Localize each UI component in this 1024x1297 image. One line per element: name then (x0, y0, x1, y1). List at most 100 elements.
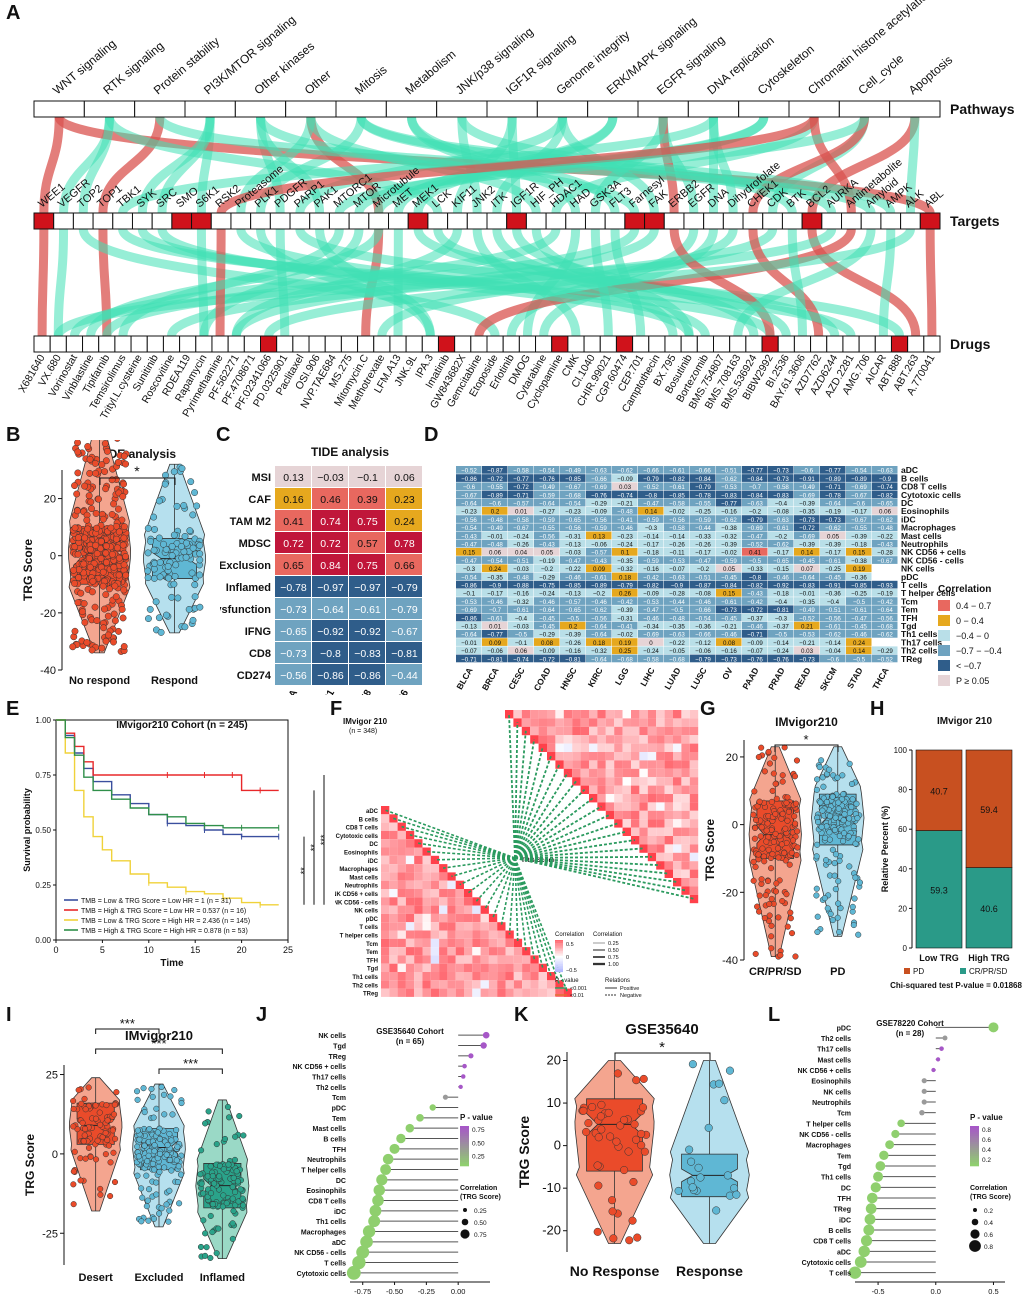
legend-gradient (460, 1158, 469, 1161)
drug-node (324, 335, 342, 353)
y-axis-label: Survival probability (22, 788, 32, 872)
heat-cell (560, 564, 586, 573)
heat-cell (430, 880, 440, 889)
data-point (120, 586, 128, 594)
heat-cell (673, 785, 682, 794)
heat-cell (820, 638, 846, 646)
drug-node (292, 335, 310, 353)
heat-cell (631, 827, 640, 836)
data-point (85, 554, 93, 562)
target-node (880, 212, 902, 230)
legend-gradient (970, 1128, 979, 1131)
lollipop-dot (458, 1084, 463, 1089)
heat-cell (455, 905, 464, 914)
data-point (616, 1121, 625, 1130)
heat-cell (530, 963, 539, 972)
heat-cell (482, 646, 508, 655)
legend-tick: Positive (620, 986, 639, 992)
target-node (466, 212, 488, 230)
heat-value: −0.62 (721, 476, 737, 483)
legend-gradient (460, 1148, 469, 1151)
heat-cell (455, 955, 464, 964)
heat-cell (381, 980, 390, 989)
data-point (175, 1163, 182, 1170)
heat-cell (497, 947, 506, 956)
heat-cell (690, 490, 716, 499)
category-label: aDC (837, 1249, 851, 1256)
data-point (207, 1163, 214, 1170)
heat-cell (820, 498, 846, 507)
heat-cell (447, 922, 456, 931)
heat-cell (447, 905, 456, 914)
category-label: Tgd (333, 1044, 346, 1051)
heat-value: −0.05 (669, 648, 685, 655)
heat-cell (397, 830, 406, 840)
lollipop-dot (870, 1182, 881, 1193)
heat-cell (472, 955, 481, 964)
row-label-left: NK cells (354, 909, 378, 915)
heat-cell (631, 735, 640, 744)
heat-cell (513, 710, 522, 719)
sig-label: *** (151, 1036, 166, 1051)
heat-value: −0.86 (461, 583, 477, 590)
heat-cell (275, 642, 311, 663)
heat-cell (872, 605, 898, 614)
heat-cell (430, 864, 440, 873)
data-point (633, 1233, 642, 1242)
data-point (156, 573, 164, 581)
data-point (754, 903, 761, 910)
data-point (723, 1171, 732, 1180)
data-point (168, 542, 176, 550)
heat-value: −0.85 (669, 492, 685, 499)
legend-gradient (970, 1130, 979, 1133)
heat-cell (664, 613, 690, 622)
heat-cell (464, 913, 473, 923)
heat-cell (690, 482, 716, 491)
legend-title: Correlation (460, 1185, 497, 1192)
chart-title: GSE78220 Cohort (876, 1019, 944, 1028)
heat-cell (456, 597, 482, 605)
heat-value: −0.56 (461, 517, 477, 524)
sankey-link-upper (748, 116, 869, 214)
heat-cell (664, 482, 690, 491)
heat-value: 0.24 (489, 566, 502, 573)
heat-cell (389, 922, 398, 931)
heat-cell (612, 515, 638, 523)
target-node (663, 212, 685, 230)
data-point (777, 952, 784, 959)
col-label: BLCA (454, 666, 474, 691)
heat-cell (794, 597, 820, 605)
heat-cell (631, 819, 640, 828)
heat-cell (580, 752, 589, 761)
heat-cell (472, 988, 481, 997)
heat-cell (275, 598, 311, 619)
data-point (229, 1220, 236, 1227)
heat-value: −0.46 (721, 632, 737, 639)
row-label-left: Tgd (367, 967, 378, 973)
heat-cell (597, 777, 606, 786)
heat-value: −0.36 (825, 591, 841, 598)
target-node (919, 212, 941, 230)
heat-value: 0.84 (320, 560, 341, 572)
pathway-label: PI3K/MTOR signaling (201, 13, 298, 98)
data-point (609, 1234, 618, 1243)
heat-value: −0.03 (565, 550, 581, 557)
data-point (101, 440, 109, 448)
heat-cell (689, 718, 699, 727)
data-point (593, 1161, 602, 1170)
data-point (688, 1183, 697, 1192)
heat-cell (381, 905, 390, 914)
heat-value: −0.79 (391, 582, 418, 594)
data-point (101, 605, 108, 613)
heat-cell (597, 760, 606, 769)
heat-cell (522, 963, 531, 972)
data-point (752, 950, 759, 957)
heat-cell (586, 646, 612, 655)
heat-cell (439, 963, 448, 972)
relation-line (514, 855, 652, 859)
heat-cell (572, 718, 581, 727)
heat-value: −0.61 (669, 468, 685, 475)
data-point (629, 1177, 638, 1187)
heat-value: −0.49 (539, 484, 555, 491)
heat-value: −0.26 (565, 640, 581, 647)
